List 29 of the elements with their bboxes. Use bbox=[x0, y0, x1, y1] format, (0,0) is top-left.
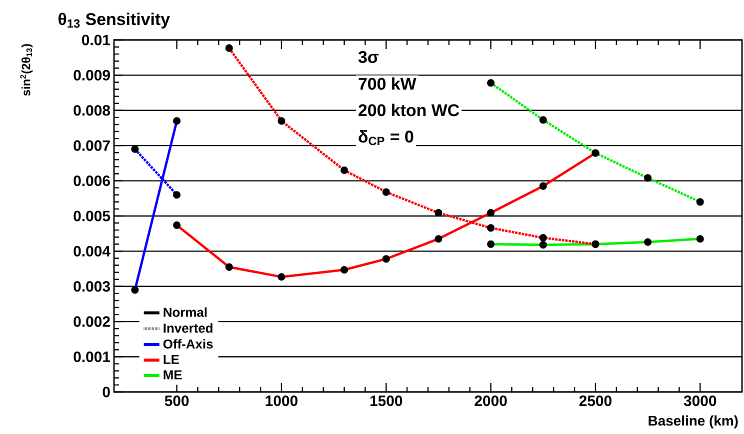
x-tick-label: 1000 bbox=[266, 396, 298, 406]
x-tick-label: 3000 bbox=[684, 396, 716, 406]
annotation: 700 kW bbox=[358, 77, 416, 90]
x-tick-label: 1500 bbox=[370, 396, 402, 406]
y-tick-label: 0 bbox=[102, 386, 110, 398]
x-tick-label: 500 bbox=[164, 396, 189, 406]
y-tick-label: 0.001 bbox=[74, 351, 110, 362]
x-axis-title: Baseline (km) bbox=[648, 415, 738, 428]
legend-label: ME bbox=[164, 370, 182, 380]
legend-label: Inverted bbox=[164, 323, 212, 333]
annotation: 200 kton WC bbox=[358, 104, 460, 116]
y-tick-label: 0.002 bbox=[74, 316, 110, 327]
y-tick-label: 0.003 bbox=[74, 281, 110, 292]
y-tick-label: 0.01 bbox=[82, 34, 110, 46]
legend-label: Normal bbox=[164, 307, 207, 317]
x-tick-label: 2000 bbox=[474, 396, 507, 406]
legend-label: Off-Axis bbox=[163, 339, 213, 349]
y-tick-label: 0.006 bbox=[74, 175, 110, 186]
y-tick-label: 0.008 bbox=[74, 105, 110, 116]
annotation: δ$_{CP}$ = 0 bbox=[358, 130, 414, 146]
legend-label: LE bbox=[164, 354, 179, 364]
y-tick-label: 0.004 bbox=[74, 246, 110, 256]
y-axis-title: sin$^{2}$(2θ$_{13}$) bbox=[20, 44, 33, 96]
y-tick-label: 0.009 bbox=[74, 70, 110, 80]
y-tick-label: 0.007 bbox=[74, 140, 110, 151]
chart-title: θ$_{13}$ Sensitivity bbox=[58, 12, 170, 28]
x-tick-label: 2500 bbox=[579, 396, 612, 406]
y-tick-label: 0.005 bbox=[74, 210, 110, 222]
annotation: 3σ bbox=[358, 50, 379, 63]
